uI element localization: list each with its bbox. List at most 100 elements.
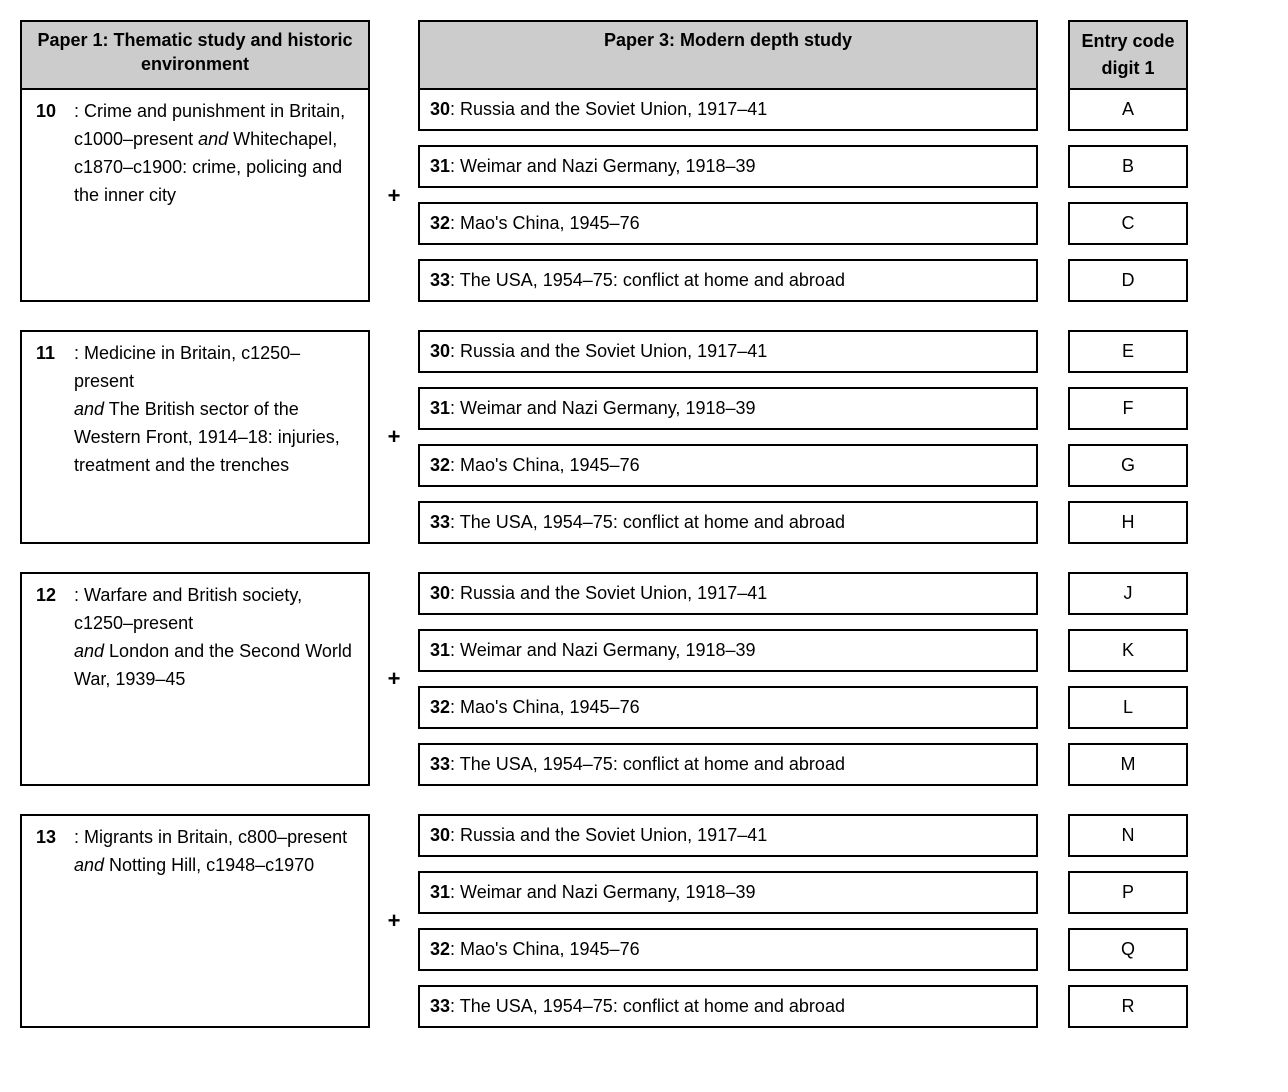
paper3-number: 32 <box>430 697 450 717</box>
paper3-number: 32 <box>430 939 450 959</box>
plus-symbol: + <box>370 814 418 1028</box>
paper3-option: 32: Mao's China, 1945–76 <box>418 444 1038 487</box>
entry-code-column: JKLM <box>1068 572 1188 786</box>
paper3-number: 32 <box>430 455 450 475</box>
paper3-text: : Russia and the Soviet Union, 1917–41 <box>450 341 767 361</box>
paper3-number: 33 <box>430 270 450 290</box>
plus-symbol: + <box>370 90 418 302</box>
paper-group: 12: Warfare and British society, c1250–p… <box>20 572 1268 786</box>
paper1-number: 10 <box>36 98 74 210</box>
plus-symbol: + <box>370 330 418 544</box>
paper3-text: : Mao's China, 1945–76 <box>450 939 640 959</box>
header-entry-code: Entry code digit 1 <box>1068 20 1188 90</box>
paper3-text: : Weimar and Nazi Germany, 1918–39 <box>450 640 755 660</box>
paper3-text: : Russia and the Soviet Union, 1917–41 <box>450 825 767 845</box>
paper1-text: : Warfare and British society, c1250–pre… <box>74 582 356 694</box>
paper3-text: : Russia and the Soviet Union, 1917–41 <box>450 99 767 119</box>
entry-code: D <box>1068 259 1188 302</box>
paper3-option: 31: Weimar and Nazi Germany, 1918–39 <box>418 145 1038 188</box>
entry-code: N <box>1068 814 1188 857</box>
entry-code: M <box>1068 743 1188 786</box>
paper3-options: 30: Russia and the Soviet Union, 1917–41… <box>418 572 1038 786</box>
paper3-option: 32: Mao's China, 1945–76 <box>418 686 1038 729</box>
paper3-number: 30 <box>430 583 450 603</box>
paper1-number: 13 <box>36 824 74 880</box>
paper3-option: 33: The USA, 1954–75: conflict at home a… <box>418 743 1038 786</box>
paper3-text: : Russia and the Soviet Union, 1917–41 <box>450 583 767 603</box>
paper3-option: 30: Russia and the Soviet Union, 1917–41 <box>418 814 1038 857</box>
paper3-option: 31: Weimar and Nazi Germany, 1918–39 <box>418 387 1038 430</box>
paper3-number: 31 <box>430 156 450 176</box>
paper3-number: 31 <box>430 882 450 902</box>
entry-code: A <box>1068 90 1188 131</box>
paper3-option: 31: Weimar and Nazi Germany, 1918–39 <box>418 871 1038 914</box>
entry-code-column: NPQR <box>1068 814 1188 1028</box>
paper3-option: 32: Mao's China, 1945–76 <box>418 928 1038 971</box>
paper3-number: 30 <box>430 99 450 119</box>
entry-code: E <box>1068 330 1188 373</box>
entry-code: B <box>1068 145 1188 188</box>
paper3-number: 33 <box>430 754 450 774</box>
header-paper1: Paper 1: Thematic study and historic env… <box>20 20 370 90</box>
paper3-text: : The USA, 1954–75: conflict at home and… <box>450 512 845 532</box>
paper3-text: : Weimar and Nazi Germany, 1918–39 <box>450 156 755 176</box>
entry-code: J <box>1068 572 1188 615</box>
paper1-box: 13: Migrants in Britain, c800–presentand… <box>20 814 370 1028</box>
entry-code: H <box>1068 501 1188 544</box>
italic-and: and <box>198 129 228 149</box>
header-row: Paper 1: Thematic study and historic env… <box>20 20 1268 90</box>
italic-and: and <box>74 399 104 419</box>
spacer <box>1038 814 1068 1028</box>
entry-code: Q <box>1068 928 1188 971</box>
paper3-option: 31: Weimar and Nazi Germany, 1918–39 <box>418 629 1038 672</box>
plus-symbol: + <box>370 572 418 786</box>
spacer <box>1038 572 1068 786</box>
paper3-options: 30: Russia and the Soviet Union, 1917–41… <box>418 330 1038 544</box>
paper3-number: 31 <box>430 640 450 660</box>
paper-group: 10: Crime and punishment in Britain, c10… <box>20 90 1268 302</box>
paper3-text: : The USA, 1954–75: conflict at home and… <box>450 996 845 1016</box>
spacer <box>1038 330 1068 544</box>
groups-container: 10: Crime and punishment in Britain, c10… <box>20 90 1268 1028</box>
paper3-number: 33 <box>430 512 450 532</box>
paper3-number: 32 <box>430 213 450 233</box>
paper3-text: : The USA, 1954–75: conflict at home and… <box>450 754 845 774</box>
italic-and: and <box>74 855 104 875</box>
paper1-number: 12 <box>36 582 74 694</box>
paper3-text: : Weimar and Nazi Germany, 1918–39 <box>450 882 755 902</box>
paper3-number: 33 <box>430 996 450 1016</box>
paper3-number: 31 <box>430 398 450 418</box>
paper3-options: 30: Russia and the Soviet Union, 1917–41… <box>418 814 1038 1028</box>
paper3-option: 30: Russia and the Soviet Union, 1917–41 <box>418 330 1038 373</box>
entry-code-table: Paper 1: Thematic study and historic env… <box>20 20 1268 1028</box>
spacer <box>1038 90 1068 302</box>
paper3-option: 33: The USA, 1954–75: conflict at home a… <box>418 985 1038 1028</box>
paper1-box: 10: Crime and punishment in Britain, c10… <box>20 90 370 302</box>
entry-code-column: EFGH <box>1068 330 1188 544</box>
paper3-options: 30: Russia and the Soviet Union, 1917–41… <box>418 90 1038 302</box>
italic-and: and <box>74 641 104 661</box>
paper1-box: 11: Medicine in Britain, c1250–presentan… <box>20 330 370 544</box>
header-paper3: Paper 3: Modern depth study <box>418 20 1038 90</box>
paper3-text: : The USA, 1954–75: conflict at home and… <box>450 270 845 290</box>
paper-group: 13: Migrants in Britain, c800–presentand… <box>20 814 1268 1028</box>
paper3-option: 33: The USA, 1954–75: conflict at home a… <box>418 259 1038 302</box>
paper3-option: 32: Mao's China, 1945–76 <box>418 202 1038 245</box>
paper3-text: : Mao's China, 1945–76 <box>450 697 640 717</box>
paper3-text: : Weimar and Nazi Germany, 1918–39 <box>450 398 755 418</box>
header-spacer <box>1038 20 1068 90</box>
paper3-text: : Mao's China, 1945–76 <box>450 213 640 233</box>
paper3-text: : Mao's China, 1945–76 <box>450 455 640 475</box>
paper1-box: 12: Warfare and British society, c1250–p… <box>20 572 370 786</box>
entry-code: L <box>1068 686 1188 729</box>
entry-code: K <box>1068 629 1188 672</box>
entry-code: F <box>1068 387 1188 430</box>
paper1-text: : Medicine in Britain, c1250–presentand … <box>74 340 356 479</box>
paper3-option: 30: Russia and the Soviet Union, 1917–41 <box>418 572 1038 615</box>
paper3-number: 30 <box>430 825 450 845</box>
paper1-text: : Migrants in Britain, c800–presentand N… <box>74 824 356 880</box>
paper3-option: 33: The USA, 1954–75: conflict at home a… <box>418 501 1038 544</box>
paper-group: 11: Medicine in Britain, c1250–presentan… <box>20 330 1268 544</box>
entry-code: C <box>1068 202 1188 245</box>
paper3-number: 30 <box>430 341 450 361</box>
